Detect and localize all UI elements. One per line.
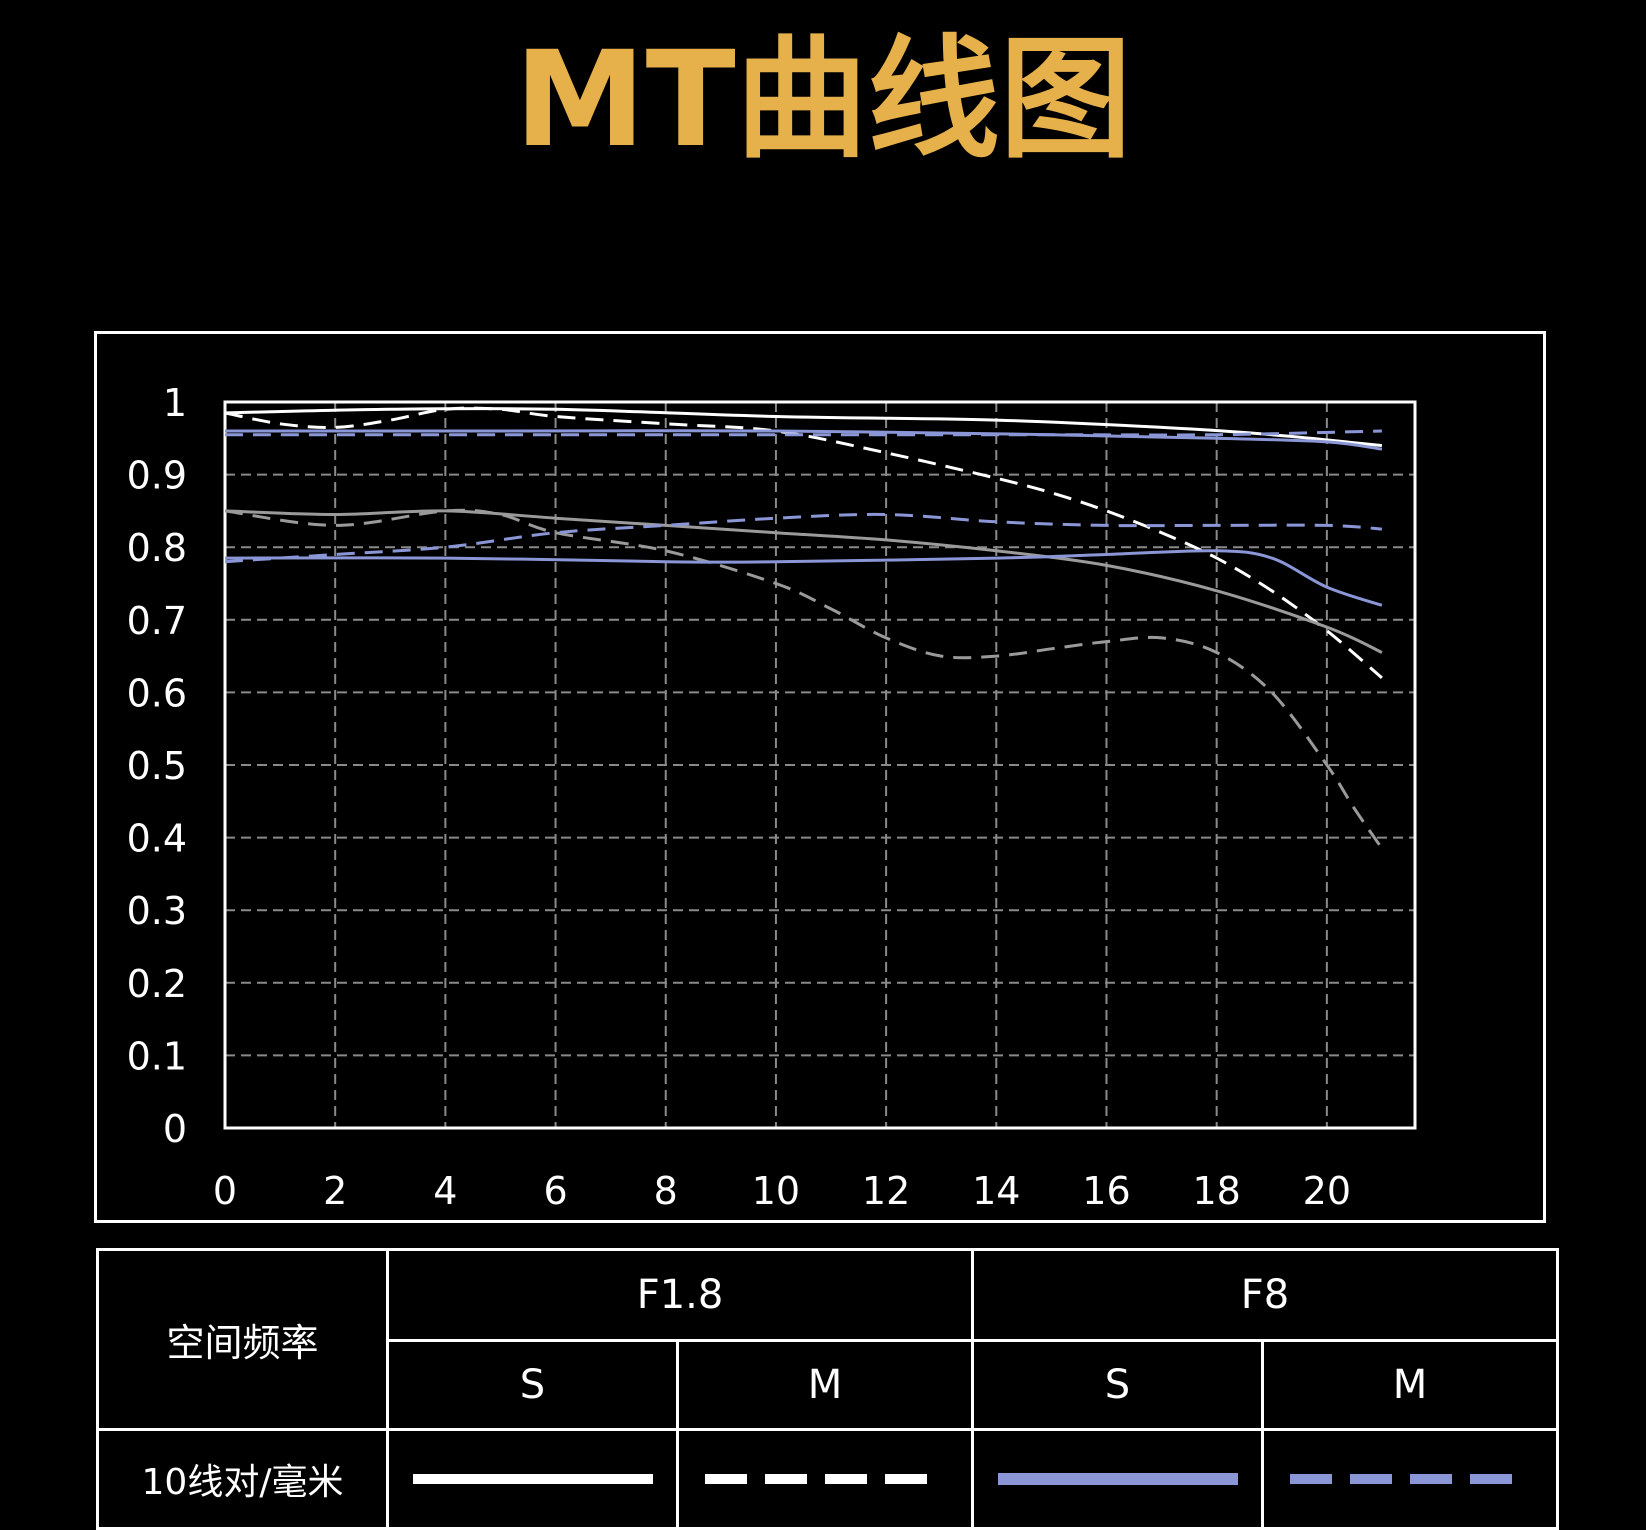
y-tick-label: 0.4 (127, 817, 187, 861)
plot-area-border (223, 400, 1417, 1130)
series-layer (224, 406, 1384, 850)
x-tick-label: 18 (1192, 1169, 1240, 1213)
f18-meridional-header: M (676, 1339, 974, 1431)
page-title: MT曲线图 (514, 23, 1132, 177)
series-line-10lp_F1.8_M (224, 406, 1383, 680)
spatial-frequency-header: 空间频率 (96, 1248, 389, 1431)
y-tick-label: 0.3 (127, 889, 187, 933)
aperture-f8-header: F8 (971, 1248, 1559, 1342)
legend-sample-f8-s (971, 1428, 1264, 1530)
y-tick-label: 0.6 (127, 671, 187, 715)
legend-table: 空间频率 F1.8 F8 S M S M 10线对/毫米 (96, 1248, 1559, 1530)
x-tick-label: 2 (323, 1169, 347, 1213)
series-line-10lp_F8_M (225, 429, 1382, 437)
f8-meridional-header: M (1261, 1339, 1559, 1431)
x-tick-label: 10 (752, 1169, 800, 1213)
x-tick-label: 16 (1082, 1169, 1130, 1213)
series-line-30lp_F1.8_M (224, 508, 1384, 850)
x-tick-label: 20 (1303, 1169, 1351, 1213)
y-tick-label: 0.8 (127, 526, 187, 570)
x-tick-label: 4 (433, 1169, 457, 1213)
aperture-f18-header: F1.8 (386, 1248, 974, 1342)
legend-sample-f18-m (676, 1428, 974, 1530)
series-line-30lp_F1.8_S (224, 509, 1383, 654)
y-tick-label: 0 (163, 1107, 187, 1151)
y-tick-label: 0.7 (127, 599, 187, 643)
x-tick-label: 12 (862, 1169, 910, 1213)
x-tick-label: 8 (654, 1169, 678, 1213)
x-tick-label: 6 (543, 1169, 567, 1213)
series-line-30lp_F8_M (224, 512, 1383, 564)
y-tick-label: 1 (163, 381, 187, 425)
chart-frame: 0 0.1 0.2 0.3 0.4 0.5 0.6 0.7 0.8 0.9 1 0 2 4 6 8 10 12 1… (94, 331, 1546, 1223)
x-tick-label: 0 (213, 1169, 237, 1213)
y-tick-label: 0.9 (127, 454, 187, 498)
y-axis-ticks: 0 0.1 0.2 0.3 0.4 0.5 0.6 0.7 0.8 0.9 1 (127, 381, 187, 1151)
grid (225, 402, 1415, 1128)
f18-sagittal-header: S (386, 1339, 679, 1431)
series-line-10lp_F1.8_S (224, 407, 1383, 448)
legend-sample-f8-m (1261, 1428, 1559, 1530)
series-line-30lp_F8_S (224, 549, 1383, 607)
row-10lp-label: 10线对/毫米 (96, 1428, 389, 1530)
legend-sample-f18-s (386, 1428, 679, 1530)
x-tick-label: 14 (972, 1169, 1020, 1213)
y-tick-label: 0.1 (127, 1034, 187, 1078)
series-line-10lp_F8_S (224, 429, 1383, 451)
y-tick-label: 0.5 (127, 744, 187, 788)
x-axis-ticks: 0 2 4 6 8 10 12 14 16 18 20 (213, 1169, 1351, 1213)
mtf-chart: 0 0.1 0.2 0.3 0.4 0.5 0.6 0.7 0.8 0.9 1 0 2 4 6 8 10 12 1… (127, 381, 1417, 1213)
y-tick-label: 0.2 (127, 962, 187, 1006)
f8-sagittal-header: S (971, 1339, 1264, 1431)
